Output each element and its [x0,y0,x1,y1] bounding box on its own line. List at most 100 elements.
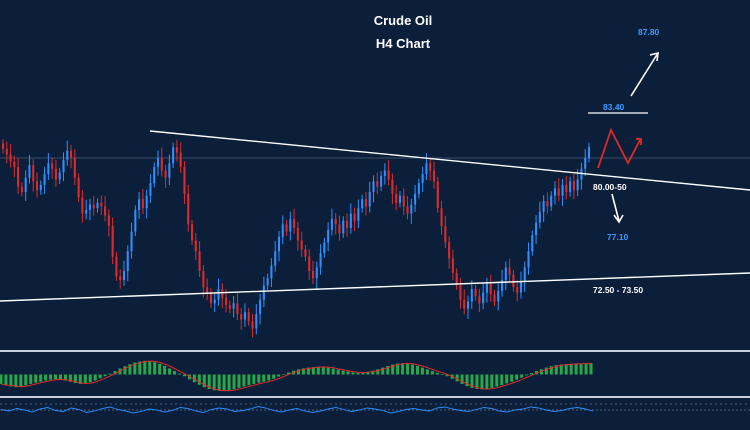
histogram-bar [306,367,310,375]
candle-body [5,148,8,155]
candle-body [262,285,265,300]
candle-body [28,165,31,178]
histogram-bar [252,374,256,384]
histogram-bar [83,374,87,384]
histogram-bar [525,374,529,376]
candle-body [330,218,333,230]
candle-body [206,287,209,293]
histogram-bar [579,363,583,375]
candle-body [81,197,84,214]
histogram-bar [123,366,127,375]
candle-body [572,181,575,191]
histogram-bar [311,367,315,375]
histogram-bar [272,374,276,379]
histogram-bar [326,367,330,375]
candle-body [482,292,485,304]
candle-body [474,288,477,297]
arrow-up-shaft [630,52,659,97]
candle-body [587,147,591,158]
candle-body [410,204,413,214]
candle-body [576,179,579,191]
histogram-bar [361,372,365,375]
candle-body [17,166,20,187]
histogram-bar [63,374,67,381]
candle-body [232,303,235,309]
histogram-bar [520,374,524,378]
histogram-bar [58,374,62,380]
histogram-bar [93,374,97,381]
histogram-bar [197,374,201,385]
histogram-bar [163,365,167,375]
histogram-bar [158,363,162,375]
candle-body [236,303,239,315]
candle-body [289,218,292,232]
histogram-bar [217,374,221,391]
candle-body [338,224,341,234]
arrow-up-head [649,51,659,62]
candle-body [20,186,23,193]
signal-line [0,360,592,392]
candle-body [357,208,360,221]
histogram-bar [192,374,196,383]
candle-body [440,208,443,227]
histogram-bar [485,374,489,389]
candle-body [383,170,386,176]
histogram-bar [510,374,514,382]
candle-body [342,220,345,234]
candle-body [414,193,417,205]
candle-body [349,213,352,228]
candle-body [535,222,538,236]
candle-body [39,184,42,191]
candle-body [47,163,50,175]
histogram-bar [68,374,72,382]
histogram-bar [168,368,172,375]
histogram-bar [584,363,588,375]
histogram-bar [113,371,117,375]
histogram-bar [445,374,449,377]
candle-body [501,280,504,291]
candle-body [281,224,284,237]
candle-body [240,314,243,320]
candle-body [243,312,247,320]
candle-body [202,271,205,288]
candle-body [187,193,190,225]
histogram-bar [391,364,395,375]
candle-body [190,224,194,241]
candle-body [512,274,515,288]
candle-body [364,199,367,207]
candle-body [77,177,80,198]
candle-body [153,166,156,184]
histogram-bar [530,373,534,375]
histogram-bar [316,366,320,375]
candle-body [478,296,481,304]
candle-body [164,170,167,178]
histogram-bar [455,374,459,382]
histogram-bar [406,363,410,375]
histogram-bar [440,374,444,375]
candle-body [35,181,39,191]
histogram-bar [559,364,563,375]
candle-body [432,170,436,182]
candle-body [542,201,545,212]
histogram-bar [73,374,77,384]
histogram-bar [549,366,553,375]
candle-body [311,271,315,279]
candle-body [561,184,564,196]
histogram-bar [222,374,226,391]
chart-subtitle: H4 Chart [376,36,431,51]
candle-body [130,231,133,252]
candle-body [104,206,107,216]
arrow-down-shaft [611,193,620,222]
candle-body [274,251,277,266]
histogram-bar [465,374,469,387]
histogram-bar [128,364,132,375]
candle-body [508,267,511,275]
histogram-bar [242,374,246,387]
candle-body [1,143,5,149]
candle-body [51,163,54,169]
candle-body [308,256,311,272]
histogram-bar [435,372,439,375]
candle-body [459,285,462,300]
candle-body [398,195,402,203]
candle-body [138,199,141,210]
